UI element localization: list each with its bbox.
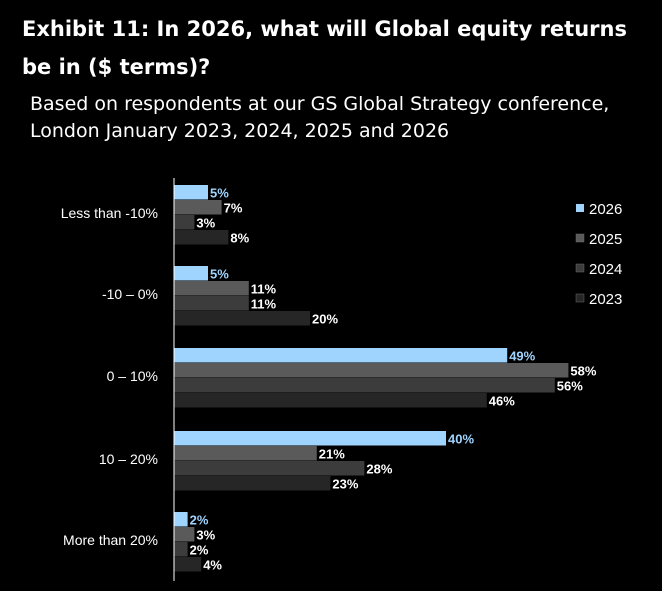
legend-label-2025: 2025 xyxy=(589,231,622,248)
bars-layer xyxy=(174,185,569,572)
value-label-2025-less-than-10: 7% xyxy=(224,200,243,215)
bar-2025-10-20 xyxy=(174,446,317,461)
value-label-2026-10-0: 5% xyxy=(210,266,229,281)
bar-2024-less-than-10 xyxy=(174,215,195,230)
category-label-0-10: 0 – 10% xyxy=(107,368,158,384)
legend: 2026 2025 2024 2023 xyxy=(575,201,622,308)
value-label-2023-10-0: 20% xyxy=(312,311,338,326)
value-label-2024-more-than-20: 2% xyxy=(190,542,209,557)
value-label-2025-0-10: 58% xyxy=(570,363,596,378)
bar-2023-0-10 xyxy=(174,393,487,408)
legend-swatch-2023 xyxy=(575,293,585,303)
value-label-2026-more-than-20: 2% xyxy=(190,512,209,527)
value-label-2024-10-20: 28% xyxy=(366,461,392,476)
category-label-10-0: -10 – 0% xyxy=(102,286,158,302)
bar-2026-more-than-20 xyxy=(174,512,188,527)
value-label-2024-0-10: 56% xyxy=(557,378,583,393)
category-label-10-20: 10 – 20% xyxy=(99,451,158,467)
value-label-2025-10-20: 21% xyxy=(319,446,345,461)
value-label-2025-10-0: 11% xyxy=(251,281,277,296)
bar-2025-0-10 xyxy=(174,363,569,378)
chart-subtitle: Based on respondents at our GS Global St… xyxy=(30,93,610,142)
value-label-2026-10-20: 40% xyxy=(448,431,474,446)
chart-title: Exhibit 11: In 2026, what will Global eq… xyxy=(22,17,627,79)
value-label-2026-0-10: 49% xyxy=(509,348,535,363)
legend-swatch-2026 xyxy=(576,204,584,212)
bar-2024-more-than-20 xyxy=(174,542,188,557)
legend-label-2024: 2024 xyxy=(589,261,622,278)
category-labels-layer: Less than -10% -10 – 0% 0 – 10% 10 – 20% Mor… xyxy=(61,205,158,548)
category-label-more-than-20: More than 20% xyxy=(63,532,158,548)
legend-label-2026: 2026 xyxy=(589,201,622,218)
value-label-2023-more-than-20: 4% xyxy=(203,557,222,572)
bar-2023-more-than-20 xyxy=(174,557,202,572)
bar-2023-10-0 xyxy=(174,311,310,326)
bar-2024-0-10 xyxy=(174,378,555,393)
legend-swatch-2024 xyxy=(575,263,585,273)
category-label-less-than-10: Less than -10% xyxy=(61,205,158,221)
value-labels-layer: 5%7%3%8%5%11%11%20%49%58%56%46%40%21%28%… xyxy=(188,184,598,574)
value-label-2023-less-than-10: 8% xyxy=(230,230,249,245)
legend-swatch-2025 xyxy=(575,233,585,243)
bar-2026-10-0 xyxy=(174,266,208,281)
bar-2026-10-20 xyxy=(174,431,446,446)
bar-2025-10-0 xyxy=(174,281,249,296)
bar-2025-less-than-10 xyxy=(174,200,222,215)
bar-2025-more-than-20 xyxy=(174,527,195,542)
bar-2026-less-than-10 xyxy=(174,185,208,200)
value-label-2023-0-10: 46% xyxy=(489,393,515,408)
value-label-2023-10-20: 23% xyxy=(332,476,358,491)
value-label-2024-less-than-10: 3% xyxy=(196,215,215,230)
bar-2024-10-20 xyxy=(174,461,365,476)
bar-2026-0-10 xyxy=(174,348,508,363)
bar-2024-10-0 xyxy=(174,296,249,311)
value-label-2026-less-than-10: 5% xyxy=(210,185,229,200)
legend-label-2023: 2023 xyxy=(589,291,622,308)
bar-2023-less-than-10 xyxy=(174,230,229,245)
value-label-2025-more-than-20: 3% xyxy=(196,527,215,542)
value-label-2024-10-0: 11% xyxy=(251,296,277,311)
bar-2023-10-20 xyxy=(174,476,331,491)
